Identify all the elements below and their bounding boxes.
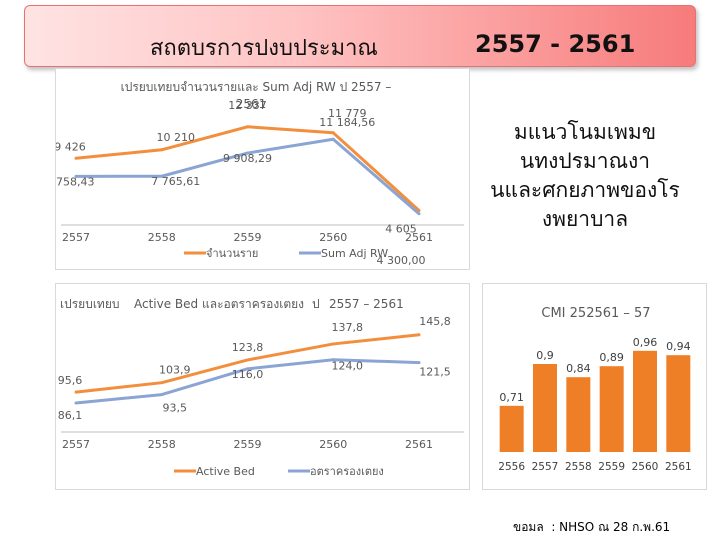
banner-title: สถตบรการปงบประมาณ <box>150 36 378 61</box>
data-point <box>331 342 335 346</box>
data-label: 12 337 <box>228 99 267 112</box>
cmi-chart: CMI 252561 – 57 0,71 2556 0,9 2557 0,84 2558 0,… <box>498 306 692 473</box>
data-point <box>331 358 335 362</box>
trend-note: มแนวโนมเพมข นทงปรมาณงา นและศกยภาพของโร ง… <box>480 118 690 234</box>
data-label: 7 765,61 <box>151 175 200 188</box>
x-tick-label: 2561 <box>405 438 433 451</box>
x-tick-label: 2561 <box>665 461 692 473</box>
data-label: 124,0 <box>332 360 364 373</box>
legend-label: Sum Adj RW <box>321 247 388 260</box>
data-point <box>74 156 78 160</box>
cases-rw-chart: เปรยบเทยบจำนวนรายและ Sum Adj RW ป 2557 –… <box>56 80 464 267</box>
chart-title: ป <box>312 297 320 311</box>
trend-note-line: นทงปรมาณงา <box>519 149 651 173</box>
data-label: 11 779 <box>328 107 367 120</box>
data-label: 9 426 <box>56 140 86 153</box>
x-tick-label: 2560 <box>319 438 347 451</box>
x-tick-label: 2561 <box>405 231 433 244</box>
source-text: : NHSO ณ 28 ก.พ.61 <box>551 520 671 534</box>
data-label: 123,8 <box>232 341 264 354</box>
x-tick-label: 2556 <box>498 461 525 473</box>
legend-label: Active Bed <box>196 465 255 478</box>
data-label: 7 758,43 <box>56 175 94 188</box>
data-label: 86,1 <box>58 409 83 422</box>
data-point <box>160 148 164 152</box>
cases-rw-chart-panel: เปรยบเทยบจำนวนรายและ Sum Adj RW ป 2557 –… <box>55 68 470 270</box>
banner-years: 2557 - 2561 <box>475 30 636 58</box>
bed-occupancy-chart-panel: เปรยบเทยบ Active Bed และอตราครองเตยง ป 2557… <box>55 283 470 490</box>
data-point <box>74 174 78 178</box>
x-tick-label: 2559 <box>234 438 262 451</box>
chart-title: 2561 <box>236 97 267 111</box>
bed-occupancy-chart: เปรยบเทยบ Active Bed และอตราครองเตยง ป 2557… <box>58 297 464 478</box>
legend-label: จำนวนราย <box>206 247 258 260</box>
data-point <box>246 125 249 129</box>
chart-title: เปรยบเทยบจำนวนรายและ Sum Adj RW ป 2557 – <box>121 80 392 94</box>
data-point <box>160 393 164 397</box>
data-label: 0,94 <box>666 340 691 353</box>
legend-label: อตราครองเตยง <box>310 465 384 478</box>
data-label: 0,89 <box>599 351 624 364</box>
data-label: 4 605 <box>385 222 417 235</box>
data-label: 93,5 <box>163 402 188 415</box>
data-point <box>417 333 421 337</box>
data-point <box>417 212 421 216</box>
x-tick-label: 2557 <box>532 461 559 473</box>
data-label: 4 300,00 <box>377 254 426 267</box>
data-label: 9 908,29 <box>223 152 272 165</box>
data-point <box>331 137 335 141</box>
data-point <box>417 361 421 365</box>
series-line <box>75 358 420 405</box>
source-prefix: ขอมล <box>513 520 544 534</box>
data-point <box>74 390 78 394</box>
x-tick-label: 2560 <box>319 231 347 244</box>
cmi-bar <box>499 405 524 452</box>
title-banner: สถตบรการปงบประมาณ 2557 - 2561 <box>24 5 696 67</box>
trend-note-line: นและศกยภาพของโร <box>490 178 680 202</box>
data-point <box>74 401 78 405</box>
cmi-bar <box>533 364 557 452</box>
trend-note-line: งพยาบาล <box>541 207 629 231</box>
data-label: 116,0 <box>232 368 264 381</box>
trend-note-line: มแนวโนมเพมข <box>513 120 657 144</box>
data-point <box>160 381 164 385</box>
chart-title: CMI 252561 – 57 <box>541 306 650 321</box>
x-tick-label: 2558 <box>565 461 592 473</box>
x-tick-label: 2557 <box>62 231 90 244</box>
cmi-bar <box>666 355 691 452</box>
x-tick-label: 2560 <box>632 461 659 473</box>
data-label: 145,8 <box>419 315 451 328</box>
data-point <box>246 367 249 371</box>
data-label: 0,71 <box>499 391 524 404</box>
data-label: 10 210 <box>157 131 196 144</box>
series-line <box>75 137 420 215</box>
data-label: 103,9 <box>159 364 191 377</box>
data-point <box>246 358 249 362</box>
data-label: 137,8 <box>332 321 364 334</box>
data-label: 11 184,56 <box>319 116 375 129</box>
x-tick-label: 2559 <box>598 461 625 473</box>
cmi-bar <box>633 350 657 452</box>
x-tick-label: 2559 <box>234 231 262 244</box>
data-label: 0,96 <box>633 336 658 349</box>
data-label: 0,84 <box>566 362 591 375</box>
data-point <box>331 131 335 135</box>
x-tick-label: 2558 <box>148 231 176 244</box>
chart-title: เปรยบเทยบ <box>60 297 119 311</box>
data-label: 95,6 <box>58 374 83 387</box>
x-tick-label: 2557 <box>62 438 90 451</box>
source-note: ขอมล : NHSO ณ 28 ก.พ.61 <box>513 518 670 537</box>
data-point <box>246 151 249 155</box>
x-tick-label: 2558 <box>148 438 176 451</box>
data-label: 0,9 <box>536 349 554 362</box>
chart-title: Active Bed และอตราครองเตยง <box>134 297 304 311</box>
cmi-bar <box>566 377 591 452</box>
chart-title: 2557 – 2561 <box>329 297 404 311</box>
data-label: 121,5 <box>419 366 451 379</box>
cmi-bar <box>599 366 624 452</box>
data-point <box>160 174 164 178</box>
cmi-chart-panel: CMI 252561 – 57 0,71 2556 0,9 2557 0,84 2558 0,… <box>482 283 707 490</box>
